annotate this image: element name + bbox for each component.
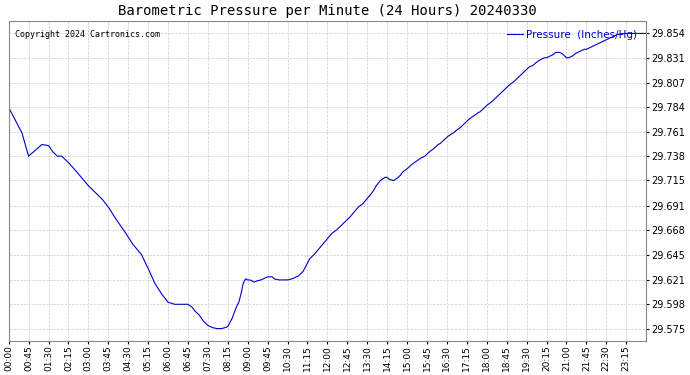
Pressure  (Inches/Hg) xyxy=(255,278,264,283)
Pressure  (Inches/Hg) xyxy=(270,277,279,281)
Pressure  (Inches/Hg) xyxy=(146,269,154,273)
Pressure  (Inches/Hg) xyxy=(642,31,650,36)
Pressure  (Inches/Hg) xyxy=(426,149,434,153)
Pressure  (Inches/Hg) xyxy=(531,61,539,66)
Line: Pressure  (Inches/Hg): Pressure (Inches/Hg) xyxy=(9,33,646,328)
Title: Barometric Pressure per Minute (24 Hours) 20240330: Barometric Pressure per Minute (24 Hours… xyxy=(118,4,537,18)
Pressure  (Inches/Hg) xyxy=(5,105,13,110)
Pressure  (Inches/Hg) xyxy=(213,326,221,331)
Text: Copyright 2024 Cartronics.com: Copyright 2024 Cartronics.com xyxy=(15,30,160,39)
Legend: Pressure  (Inches/Hg): Pressure (Inches/Hg) xyxy=(503,26,641,44)
Pressure  (Inches/Hg) xyxy=(586,45,594,50)
Pressure  (Inches/Hg) xyxy=(620,31,628,36)
